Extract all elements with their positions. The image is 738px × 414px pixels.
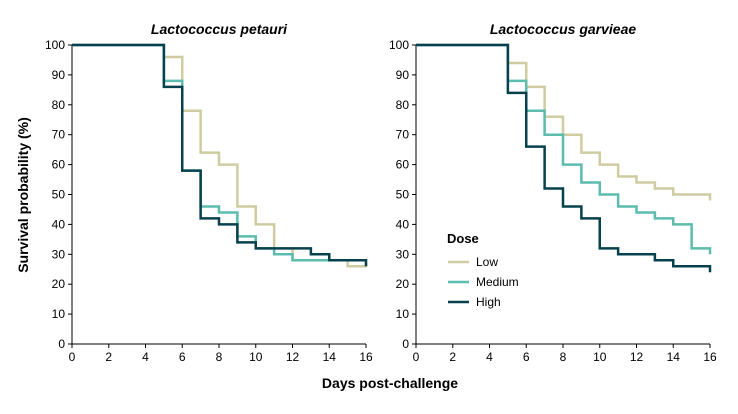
panel-1: Lactococcus petauri010203040506070809010… xyxy=(45,21,373,364)
legend-label-medium: Medium xyxy=(476,275,519,289)
y-tick-label: 40 xyxy=(396,217,410,231)
x-tick-label: 10 xyxy=(593,350,607,364)
y-tick-label: 100 xyxy=(389,38,409,52)
x-tick-label: 2 xyxy=(105,350,112,364)
x-tick-label: 0 xyxy=(413,350,420,364)
y-tick-label: 90 xyxy=(396,68,410,82)
y-tick-label: 40 xyxy=(52,217,66,231)
x-tick-label: 14 xyxy=(667,350,681,364)
y-tick-label: 50 xyxy=(52,188,66,202)
y-tick-label: 60 xyxy=(396,158,410,172)
y-tick-label: 10 xyxy=(396,307,410,321)
x-tick-label: 8 xyxy=(560,350,567,364)
x-tick-label: 10 xyxy=(249,350,263,364)
panel-2: Lactococcus garvieae01020304050607080901… xyxy=(389,21,717,364)
legend-label-low: Low xyxy=(476,255,498,269)
panel-title: Lactococcus petauri xyxy=(151,21,288,37)
survival-curve-low xyxy=(72,43,368,268)
x-tick-label: 16 xyxy=(703,350,717,364)
y-tick-label: 80 xyxy=(396,98,410,112)
legend: Dose Low Medium High xyxy=(447,231,519,309)
x-tick-label: 12 xyxy=(286,350,300,364)
y-tick-label: 60 xyxy=(52,158,66,172)
y-tick-label: 100 xyxy=(45,38,65,52)
x-tick-label: 4 xyxy=(142,350,149,364)
legend-title: Dose xyxy=(447,231,479,246)
legend-label-high: High xyxy=(476,295,501,309)
y-tick-label: 70 xyxy=(52,128,66,142)
y-axis-label: Survival probability (%) xyxy=(15,117,31,273)
y-tick-label: 10 xyxy=(52,307,66,321)
y-tick-label: 0 xyxy=(58,337,65,351)
x-axis-label: Days post-challenge xyxy=(322,375,458,391)
x-tick-label: 4 xyxy=(486,350,493,364)
x-tick-label: 2 xyxy=(449,350,456,364)
y-tick-label: 70 xyxy=(396,128,410,142)
y-tick-label: 50 xyxy=(396,188,410,202)
x-tick-label: 16 xyxy=(359,350,373,364)
survival-curve-medium xyxy=(416,43,712,255)
panel-title: Lactococcus garvieae xyxy=(490,21,637,37)
y-tick-label: 20 xyxy=(52,277,66,291)
x-tick-label: 0 xyxy=(69,350,76,364)
x-tick-label: 8 xyxy=(216,350,223,364)
y-tick-label: 20 xyxy=(396,277,410,291)
chart-panels: Lactococcus petauri010203040506070809010… xyxy=(45,21,717,364)
y-tick-label: 30 xyxy=(396,247,410,261)
y-tick-label: 90 xyxy=(52,68,66,82)
x-tick-label: 12 xyxy=(630,350,644,364)
survival-curve-medium xyxy=(72,43,366,262)
y-tick-label: 30 xyxy=(52,247,66,261)
survival-curve-high xyxy=(72,43,368,267)
survival-curve-high xyxy=(416,43,712,273)
y-tick-label: 80 xyxy=(52,98,66,112)
x-tick-label: 6 xyxy=(179,350,186,364)
x-tick-label: 6 xyxy=(523,350,530,364)
survival-curve-low xyxy=(416,43,712,201)
y-tick-label: 0 xyxy=(402,337,409,351)
x-tick-label: 14 xyxy=(323,350,337,364)
